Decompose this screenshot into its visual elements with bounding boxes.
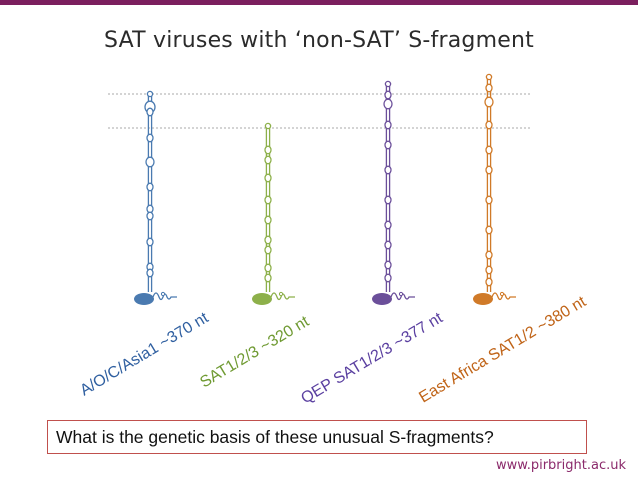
internal-loop — [485, 165, 493, 175]
structure-a-o-c-asia1 — [134, 90, 177, 305]
base-blob — [252, 293, 272, 305]
tail-squiggle — [152, 292, 177, 301]
internal-loop — [146, 107, 154, 117]
internal-loop — [146, 237, 154, 247]
internal-loop — [384, 140, 392, 150]
internal-loop — [485, 225, 493, 235]
internal-loop — [146, 133, 154, 143]
terminal-loop — [485, 73, 493, 81]
tail-loop — [160, 291, 166, 297]
structure-sat123 — [252, 122, 295, 305]
internal-loop — [264, 235, 272, 245]
internal-loop — [264, 245, 272, 255]
internal-loop — [264, 215, 272, 225]
internal-loop — [485, 250, 493, 260]
terminal-loop — [384, 80, 392, 88]
internal-loop — [384, 260, 392, 270]
tail-squiggle — [270, 292, 295, 301]
internal-loop — [145, 156, 155, 168]
internal-loop — [146, 182, 154, 192]
structure-label-a-o-c-asia1: A/O/C/Asia1 ~370 nt — [77, 309, 212, 399]
internal-loop — [384, 240, 392, 250]
base-blob — [134, 293, 154, 305]
tail-loop — [499, 291, 505, 297]
tail-squiggle — [390, 292, 415, 301]
internal-loop — [264, 263, 272, 273]
top-accent-bar — [0, 0, 638, 5]
tail-loop — [278, 291, 284, 297]
internal-loop — [264, 145, 272, 155]
base-blob — [473, 293, 493, 305]
internal-loop — [383, 98, 393, 110]
structure-east-africa-sat12 — [473, 73, 516, 305]
internal-loop — [484, 96, 494, 108]
internal-loop — [485, 83, 493, 93]
internal-loop — [384, 220, 392, 230]
internal-loop — [485, 195, 493, 205]
internal-loop — [264, 195, 272, 205]
internal-loop — [485, 277, 493, 287]
internal-loop — [264, 173, 272, 183]
tail-loop — [398, 291, 404, 297]
internal-loop — [146, 211, 154, 221]
tail-squiggle — [491, 292, 516, 301]
internal-loop — [384, 120, 392, 130]
internal-loop — [384, 195, 392, 205]
terminal-loop — [146, 90, 154, 98]
footer-url: www.pirbright.ac.uk — [496, 458, 626, 473]
internal-loop — [485, 145, 493, 155]
base-blob — [372, 293, 392, 305]
internal-loop — [146, 268, 154, 278]
question-box: What is the genetic basis of these unusu… — [47, 420, 587, 454]
structure-qep-sat123 — [372, 80, 415, 305]
structure-label-sat123: SAT1/2/3 ~320 nt — [197, 313, 312, 392]
internal-loop — [384, 90, 392, 100]
internal-loop — [485, 265, 493, 275]
internal-loop — [485, 120, 493, 130]
terminal-loop — [264, 122, 272, 130]
internal-loop — [384, 165, 392, 175]
structure-label-east-africa-sat12: East Africa SAT1/2 ~380 nt — [416, 293, 589, 406]
internal-loop — [264, 155, 272, 165]
internal-loop — [264, 273, 272, 283]
slide-title: SAT viruses with ‘non-SAT’ S-fragment — [104, 28, 534, 53]
internal-loop — [384, 273, 392, 283]
